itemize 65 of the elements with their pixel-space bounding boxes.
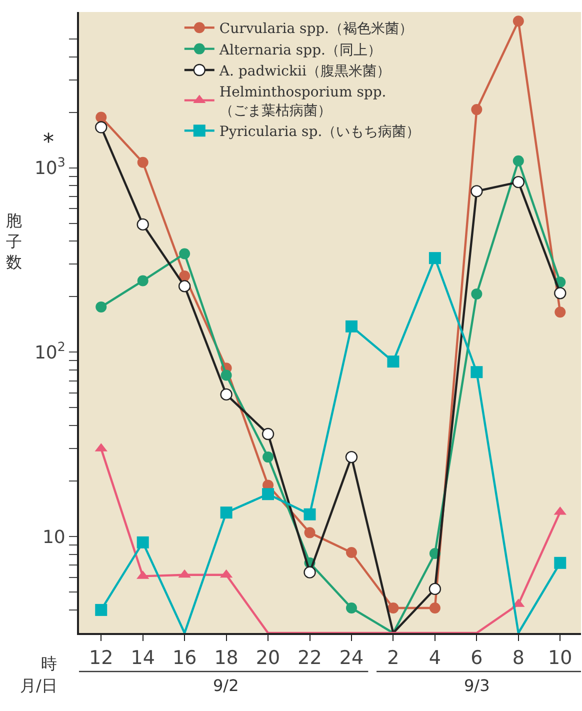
y-axis-title: 胞子数 (6, 211, 22, 272)
point (470, 185, 483, 198)
point (96, 112, 107, 123)
x-tick-label: 18 (214, 646, 238, 669)
point (304, 508, 316, 520)
point (471, 104, 482, 116)
point (262, 428, 274, 440)
point (471, 288, 482, 300)
y-tick-label: 10$^{3}$ (34, 154, 66, 180)
point (136, 536, 149, 548)
point (346, 546, 357, 558)
point (345, 450, 358, 464)
x-tick-label: 8 (512, 646, 524, 669)
point (554, 306, 566, 318)
text: * (43, 130, 54, 155)
point (262, 452, 274, 463)
point (428, 252, 441, 264)
point (95, 604, 108, 616)
point (554, 556, 566, 569)
legend-label: Alternaria spp.（同上） (218, 42, 382, 58)
point (179, 248, 190, 260)
x-tick-label: 20 (256, 646, 280, 669)
point (512, 16, 524, 27)
point (304, 566, 316, 578)
x-tick-label: 2 (387, 646, 400, 669)
point (220, 388, 232, 401)
text: 月/日 (20, 676, 58, 695)
x-tick-label: 6 (470, 646, 483, 669)
point (262, 488, 274, 500)
legend-label: Pyricularia sp.（いもち病菌） (219, 124, 420, 140)
x-tick-label: 24 (339, 646, 364, 669)
x-tick-label: 12 (89, 646, 114, 669)
point (388, 602, 399, 614)
point (136, 218, 149, 231)
text: 9/3 (464, 676, 490, 695)
point (429, 602, 440, 614)
point (345, 320, 358, 332)
point (512, 176, 525, 188)
x-axis-title: 時 (41, 654, 57, 673)
x-tick-label: 4 (428, 646, 441, 669)
point (428, 582, 442, 596)
point (346, 602, 357, 614)
point (304, 527, 316, 538)
point (95, 121, 108, 134)
y-tick-label: 10$^{2}$ (34, 338, 66, 364)
legend-label: A. padwickii（腹黒米菌） (218, 63, 390, 80)
point (220, 506, 232, 519)
point (554, 287, 566, 300)
point (96, 301, 107, 312)
point (137, 156, 148, 168)
text: 9/2 (213, 676, 239, 695)
x-tick-label: 22 (298, 646, 322, 669)
x-tick-label: 10 (548, 646, 572, 669)
y-tick-label: 10 (42, 526, 66, 548)
point (137, 275, 148, 286)
point (178, 280, 191, 292)
point (470, 366, 483, 378)
point (512, 155, 524, 166)
x-tick-label: 14 (130, 646, 155, 669)
x-tick-label: 16 (172, 646, 197, 669)
point (220, 370, 232, 381)
point (387, 356, 400, 368)
legend-label: Helminthosporium spp. （ごま葉枯病菌） (219, 84, 386, 119)
legend-label: Curvularia spp.（褐色米菌） (219, 21, 414, 38)
point (179, 270, 190, 282)
